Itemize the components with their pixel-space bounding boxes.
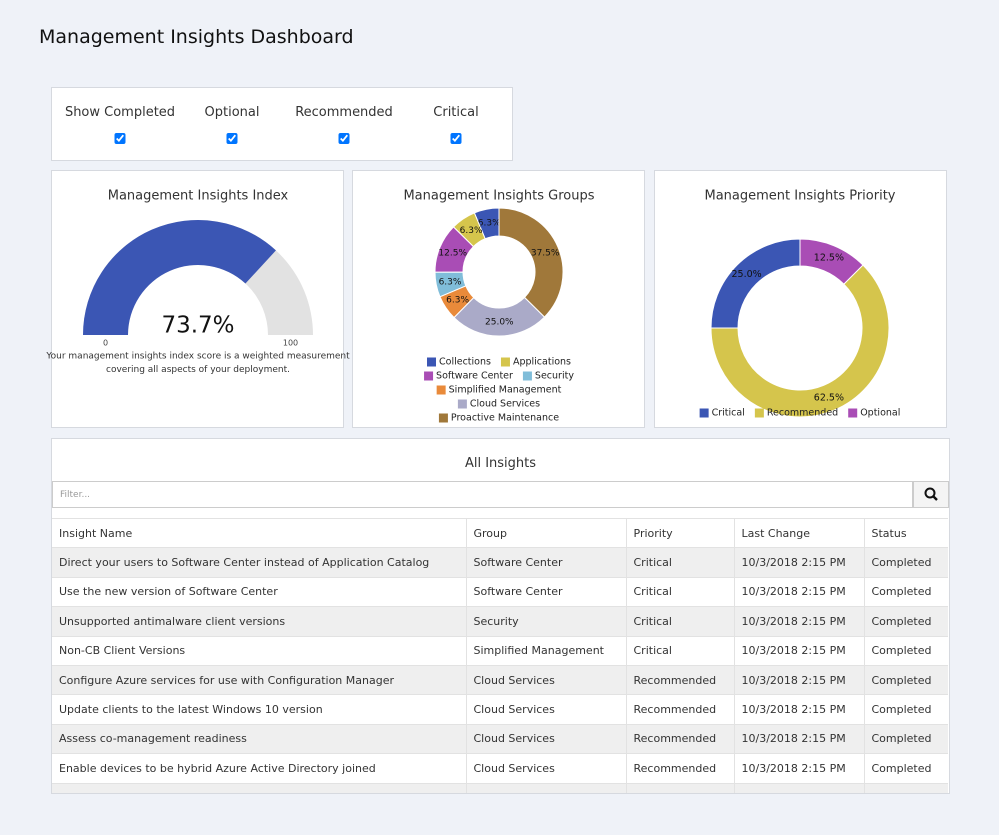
table-cell: Critical (626, 606, 735, 637)
table-cell (626, 783, 735, 793)
table-cell: Cloud Services (466, 665, 627, 696)
table-cell: Update clients to the latest Windows 10 … (52, 694, 467, 725)
filter-panel: Show Completed Optional Recommended Critica… (51, 87, 513, 161)
table-cell: Completed (864, 547, 948, 578)
column-header: Priority (626, 518, 735, 549)
table-cell: 10/3/2018 2:15 PM (734, 694, 865, 725)
table-cell: Simplified Management (466, 636, 627, 666)
table-cell: Software Center (466, 547, 627, 578)
table-cell (734, 783, 865, 793)
table-cell: 10/3/2018 2:15 PM (734, 665, 865, 696)
column-header: Last Change (734, 518, 865, 549)
filter-placeholder: Filter... (60, 490, 91, 500)
table-cell: Completed (864, 724, 948, 755)
table-cell: 10/3/2018 2:15 PM (734, 577, 865, 608)
filter-checkbox[interactable] (226, 133, 238, 144)
table-viewport: Insight Name Group Priority Last Change Stat… (52, 518, 948, 793)
table-cell: Completed (864, 577, 948, 608)
filter-label: Optional (204, 105, 260, 120)
filter-checkbox[interactable] (338, 133, 350, 144)
search-button[interactable] (913, 481, 949, 508)
table-cell: Completed (864, 606, 948, 637)
filter-label: Show Completed (64, 105, 176, 120)
table-cell: 10/3/2018 2:15 PM (734, 606, 865, 637)
table-cell: Direct your users to Software Center ins… (52, 547, 467, 578)
table-row: Assess co-management readiness Cloud Serv… (52, 724, 948, 755)
filter-checkbox[interactable] (114, 133, 126, 144)
table-cell: Assess co-management readiness (52, 724, 467, 755)
groups-panel (352, 170, 645, 428)
filter-label: Critical (433, 105, 479, 120)
table-cell: Security (466, 606, 627, 637)
table-cell: Completed (864, 636, 948, 666)
table-cell: Completed (864, 694, 948, 725)
table-cell: Enable devices to be hybrid Azure Active… (52, 753, 467, 784)
table-cell (466, 783, 627, 793)
index-panel (51, 170, 344, 428)
column-header: Group (466, 518, 627, 549)
table-cell: Cloud Services (466, 694, 627, 725)
table-cell: Recommended (626, 724, 735, 755)
table-row: Unsupported antimalware client versions S… (52, 606, 948, 637)
table-row: Update clients to the latest Windows 10 … (52, 694, 948, 725)
insights-table: Insight Name Group Priority Last Change Stat… (52, 518, 948, 793)
search-icon (924, 487, 938, 501)
table-cell: 10/3/2018 2:15 PM (734, 636, 865, 666)
table-cell (864, 783, 948, 793)
table-cell: Unsupported antimalware client versions (52, 606, 467, 637)
page-title: Management Insights Dashboard (39, 26, 354, 48)
table-cell: Software Center (466, 577, 627, 608)
table-cell (52, 783, 467, 793)
table-cell: 10/3/2018 2:15 PM (734, 724, 865, 755)
column-header: Insight Name (52, 518, 467, 549)
table-cell: 10/3/2018 2:15 PM (734, 753, 865, 784)
table-cell: Recommended (626, 694, 735, 725)
table-cell: Critical (626, 547, 735, 578)
table-cell: Recommended (626, 753, 735, 784)
table-cell: 10/3/2018 2:15 PM (734, 547, 865, 578)
table-title: All Insights (464, 456, 537, 471)
filter-label: Recommended (295, 105, 393, 120)
table-cell: Cloud Services (466, 753, 627, 784)
table-cell: Cloud Services (466, 724, 627, 755)
filter-checkbox[interactable] (450, 133, 462, 144)
table-cell: Completed (864, 753, 948, 784)
table-row: Enable devices to be hybrid Azure Active… (52, 753, 948, 784)
priority-panel (654, 170, 947, 428)
table-row: Non-CB Client Versions Simplified Managem… (52, 636, 948, 666)
column-header: Status (864, 518, 948, 549)
table-row (52, 783, 948, 793)
header-row: Insight Name Group Priority Last Change Stat… (52, 518, 948, 549)
table-cell: Recommended (626, 665, 735, 696)
filter-input[interactable]: Filter... (52, 481, 913, 508)
table-cell: Critical (626, 577, 735, 608)
table-row: Configure Azure services for use with Co… (52, 665, 948, 696)
table-cell: Critical (626, 636, 735, 666)
table-cell: Configure Azure services for use with Co… (52, 665, 467, 696)
table-row: Use the new version of Software Center So… (52, 577, 948, 608)
table-cell: Non-CB Client Versions (52, 636, 467, 666)
table-row: Direct your users to Software Center ins… (52, 547, 948, 578)
table-cell: Completed (864, 665, 948, 696)
table-cell: Use the new version of Software Center (52, 577, 467, 608)
